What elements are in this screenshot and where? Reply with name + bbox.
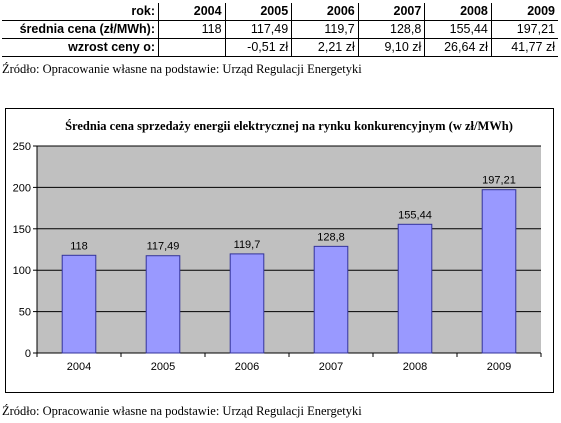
data-label: 117,49 bbox=[147, 241, 180, 253]
bar bbox=[397, 223, 433, 354]
data-label: 155,44 bbox=[398, 209, 432, 221]
x-tick-label: 2004 bbox=[67, 361, 91, 373]
bar bbox=[481, 189, 517, 354]
data-label: 128,8 bbox=[317, 231, 345, 243]
table-row-price: średnia cena (zł/MWh): 118 117,49 119,7 … bbox=[2, 20, 558, 39]
x-tick-label: 2008 bbox=[403, 361, 427, 373]
y-tick-label: 0 bbox=[25, 348, 31, 360]
y-tick-label: 100 bbox=[13, 265, 31, 277]
year-cell: 2007 bbox=[358, 3, 426, 21]
growth-cell: -0,51 zł bbox=[225, 38, 293, 57]
growth-row-label: wzrost ceny o: bbox=[2, 38, 159, 57]
year-header-label: rok: bbox=[2, 3, 159, 21]
price-table: rok: 2004 2005 2006 2007 2008 2009 średn… bbox=[2, 3, 558, 57]
growth-cell: 9,10 zł bbox=[358, 38, 426, 57]
plot-background bbox=[37, 146, 541, 353]
price-cell: 118 bbox=[158, 20, 226, 39]
table-row-years: rok: 2004 2005 2006 2007 2008 2009 bbox=[2, 3, 558, 21]
chart-frame: Średnia cena sprzedaży energii elektrycz… bbox=[5, 108, 554, 393]
y-tick-label: 200 bbox=[13, 182, 31, 194]
bar bbox=[313, 245, 349, 354]
source-note-top: Źródło: Opracowanie własne na podstawie:… bbox=[2, 62, 362, 76]
growth-cell: 26,64 zł bbox=[424, 38, 492, 57]
price-cell: 117,49 bbox=[225, 20, 293, 39]
data-label: 118 bbox=[70, 240, 88, 252]
bar bbox=[61, 254, 97, 354]
bar-chart: Średnia cena sprzedaży energii elektrycz… bbox=[13, 119, 542, 373]
year-cell: 2004 bbox=[158, 3, 226, 21]
price-cell: 155,44 bbox=[424, 20, 492, 39]
growth-cell: 2,21 zł bbox=[291, 38, 359, 57]
x-tick-label: 2005 bbox=[151, 361, 175, 373]
year-cell: 2006 bbox=[291, 3, 359, 21]
bar bbox=[229, 253, 265, 354]
chart-title: Średnia cena sprzedaży energii elektrycz… bbox=[65, 119, 513, 133]
year-cell: 2009 bbox=[491, 3, 558, 21]
x-tick-label: 2009 bbox=[487, 361, 511, 373]
x-tick-label: 2007 bbox=[319, 361, 343, 373]
price-cell: 197,21 bbox=[491, 20, 558, 39]
x-tick-label: 2006 bbox=[235, 361, 259, 373]
year-cell: 2008 bbox=[424, 3, 492, 21]
growth-cell bbox=[158, 38, 226, 57]
price-cell: 128,8 bbox=[358, 20, 426, 39]
data-label: 197,21 bbox=[482, 175, 516, 187]
price-cell: 119,7 bbox=[291, 20, 359, 39]
table-row-growth: wzrost ceny o: -0,51 zł 2,21 zł 9,10 zł … bbox=[2, 38, 558, 57]
y-tick-label: 150 bbox=[13, 224, 31, 236]
bar bbox=[145, 255, 181, 354]
y-tick-label: 50 bbox=[19, 307, 31, 319]
price-row-label: średnia cena (zł/MWh): bbox=[2, 20, 159, 39]
plot-area: 0 50 100 150 200 250 118 2004 117,49 2005 119,7 200… bbox=[13, 141, 542, 373]
year-cell: 2005 bbox=[225, 3, 293, 21]
growth-cell: 41,77 zł bbox=[491, 38, 558, 57]
y-tick-label: 250 bbox=[13, 141, 31, 153]
data-label: 119,7 bbox=[234, 239, 261, 251]
source-note-bottom: Źródło: Opracowanie własne na podstawie:… bbox=[2, 404, 362, 418]
